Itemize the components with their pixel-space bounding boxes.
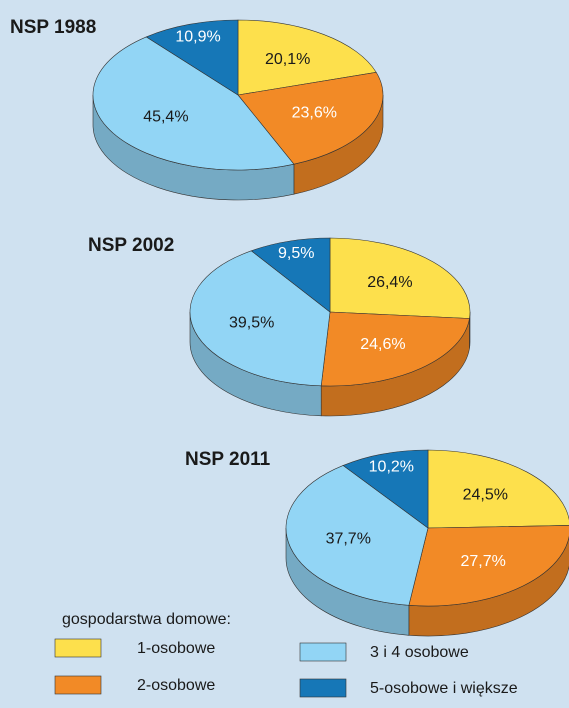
pie-slice <box>427 449 569 529</box>
pie-slice <box>408 525 569 607</box>
data-label: 10,9% <box>175 28 220 45</box>
data-label: 24,5% <box>463 487 508 504</box>
data-label: 10,2% <box>369 459 414 476</box>
pie-slice <box>329 237 471 319</box>
chart-title: NSP 2002 <box>88 235 174 256</box>
pie-slice <box>320 311 470 387</box>
legend-swatch <box>54 675 102 695</box>
data-label: 45,4% <box>143 109 188 126</box>
chart-title: NSP 1988 <box>10 17 96 38</box>
legend-label: 5-osobowe i większe <box>370 680 518 697</box>
pie-slice <box>237 71 384 165</box>
pie-slice <box>285 465 429 606</box>
legend-swatch <box>299 678 347 698</box>
legend-swatch <box>54 638 102 658</box>
pie-slice <box>189 250 331 387</box>
data-label: 37,7% <box>326 531 371 548</box>
legend-label: 2-osobowe <box>137 677 215 694</box>
legend-title: gospodarstwa domowe: <box>62 611 231 628</box>
pie-slice <box>237 19 377 96</box>
chart-title: NSP 2011 <box>185 449 271 470</box>
data-label: 23,6% <box>292 104 337 121</box>
legend-label: 3 i 4 osobowe <box>370 644 469 661</box>
pie-slice <box>92 36 295 171</box>
legend-label: 1-osobowe <box>137 640 215 657</box>
pie-slice <box>342 449 429 529</box>
legend-swatch <box>299 642 347 662</box>
data-label: 9,5% <box>278 245 314 262</box>
data-label: 20,1% <box>265 51 310 68</box>
data-label: 39,5% <box>229 315 274 332</box>
data-label: 27,7% <box>461 553 506 570</box>
pie-slice <box>250 237 331 313</box>
pie-slice <box>145 19 239 96</box>
data-label: 24,6% <box>360 336 405 353</box>
data-label: 26,4% <box>367 274 412 291</box>
